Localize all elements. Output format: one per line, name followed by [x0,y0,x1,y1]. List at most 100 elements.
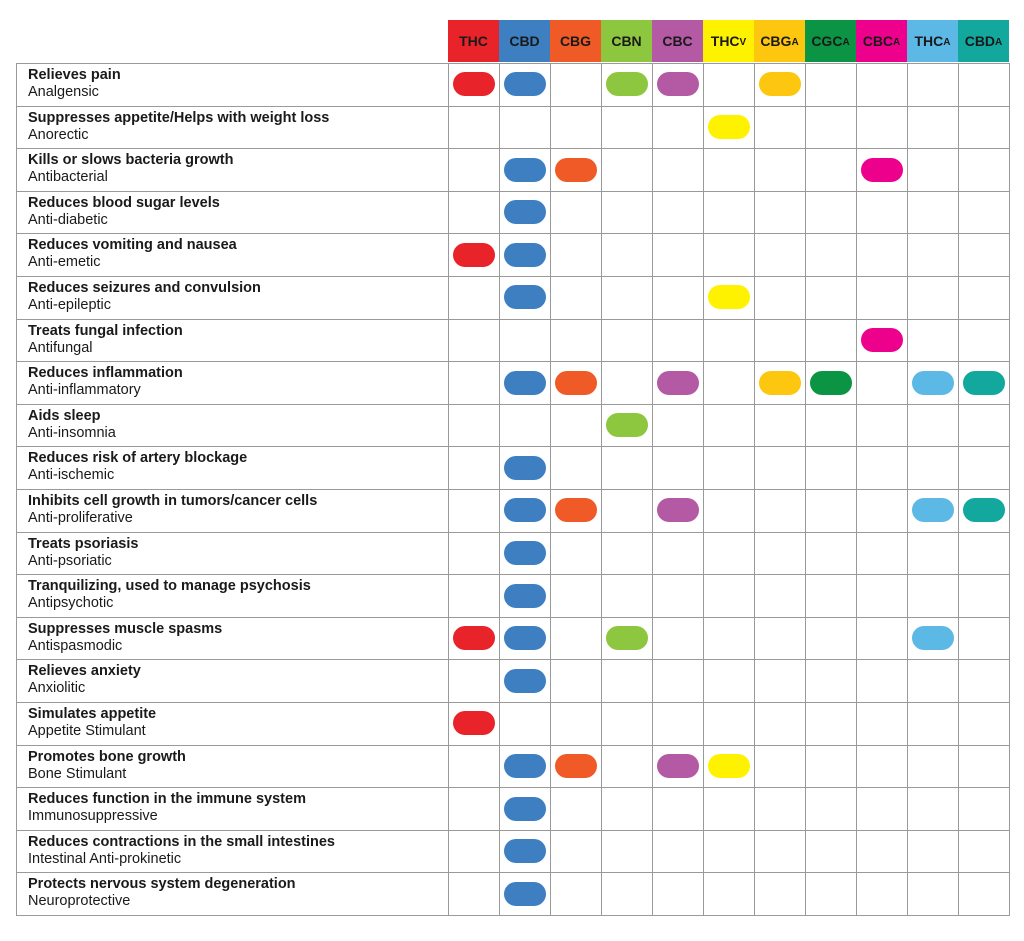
row-property-label: Immunosuppressive [28,808,158,825]
mark-cbd [503,753,546,778]
row-divider [16,489,1010,491]
row-benefit-label: Protects nervous system degeneration [28,876,296,893]
column-header-name: CBG [559,33,592,49]
mark-thcv [707,753,750,778]
column-header-thcv: THC V [703,20,754,62]
row-divider [16,233,1010,235]
row-benefit-label: Reduces function in the immune system [28,791,306,808]
mark-cbg [554,753,597,778]
row-divider [16,446,1010,448]
column-header-subscript: A [995,36,1003,48]
row-benefit-label: Reduces inflammation [28,365,183,382]
mark-cbd [503,242,546,267]
row-benefit-label: Reduces risk of artery blockage [28,450,248,467]
mark-thc [452,242,495,267]
row-divider [16,191,1010,193]
mark-cbc [656,72,699,97]
row-property-label: Anxiolitic [28,680,86,697]
row-benefit-label: Relieves anxiety [28,663,141,680]
row-divider [16,659,1010,661]
row-benefit-label: Suppresses appetite/Helps with weight lo… [28,109,330,126]
column-header-name: CBN [611,33,642,49]
row-divider [16,319,1010,321]
column-header-cbca: CBC A [856,20,907,62]
row-divider [16,106,1010,108]
column-header-name: CBD [964,33,996,49]
column-header-name: CGC [811,33,843,49]
row-divider [16,702,1010,704]
row-property-label: Anti-epileptic [28,297,112,313]
mark-cbga [758,370,801,395]
row-divider [16,915,1010,917]
row-property-label: Anti-emetic [28,254,101,271]
row-divider [16,574,1010,576]
column-header-subscript: V [739,36,747,48]
mark-cbd [503,370,546,395]
mark-cbd [503,455,546,480]
column-header-subscript: A [842,36,850,48]
mark-cbd [503,583,546,608]
row-benefit-label: Promotes bone growth [28,748,186,765]
row-divider [16,276,1010,278]
column-divider [601,63,603,915]
column-divider [550,63,552,915]
row-property-label: Anorectic [28,126,89,143]
row-divider [16,745,1010,747]
column-divider [652,63,654,915]
row-divider [16,532,1010,534]
row-divider [16,787,1010,789]
row-benefit-label: Aids sleep [28,407,101,424]
mark-cbd [503,157,546,182]
row-benefit-label: Relieves pain [28,67,121,83]
column-divider [856,63,858,915]
column-header-subscript: A [893,36,901,48]
mark-cbd [503,881,546,906]
mark-thcv [707,114,750,139]
mark-cbd [503,200,546,225]
row-property-label: Anti-ischemic [28,467,115,484]
row-property-label: Anti-insomnia [28,424,116,441]
row-divider [16,148,1010,150]
column-header-cbg: CBG [550,20,601,62]
table-left-border [16,63,18,915]
mark-cbn [605,626,648,651]
row-benefit-label: Suppresses muscle spasms [28,620,223,637]
column-header-cbda: CBD A [958,20,1009,62]
row-property-label: Anti-proliferative [28,510,133,526]
row-property-label: Analgensic [28,84,99,100]
mark-cbca [860,157,903,182]
row-benefit-label: Reduces blood sugar levels [28,194,220,211]
mark-cbca [860,327,903,352]
row-property-label: Antifungal [28,339,93,356]
column-divider [958,63,960,915]
column-header-cbga: CBG A [754,20,805,62]
column-divider [499,63,501,915]
column-divider [448,63,450,915]
column-header-subscript: A [791,36,799,48]
mark-cbd [503,839,546,864]
column-divider [754,63,756,915]
column-header-thc: THC [448,20,499,62]
mark-thc [452,626,495,651]
mark-cbd [503,796,546,821]
column-header-name: CBC [662,33,693,49]
row-benefit-label: Treats fungal infection [28,322,183,339]
row-divider [16,872,1010,874]
column-header-name: CBD [509,33,540,49]
column-divider [805,63,807,915]
row-benefit-label: Reduces seizures and convulsion [28,280,261,296]
row-benefit-label: Reduces vomiting and nausea [28,237,237,254]
mark-thc [452,711,495,736]
column-header-name: THC [710,33,740,49]
mark-thca [911,370,954,395]
row-divider [16,830,1010,832]
row-benefit-label: Tranquilizing, used to manage psychosis [28,578,311,595]
row-divider [16,404,1010,406]
mark-cbn [605,72,648,97]
column-header-name: CBC [862,33,894,49]
mark-thcv [707,285,750,310]
mark-cbc [656,370,699,395]
mark-cbd [503,626,546,651]
mark-cbg [554,498,597,523]
